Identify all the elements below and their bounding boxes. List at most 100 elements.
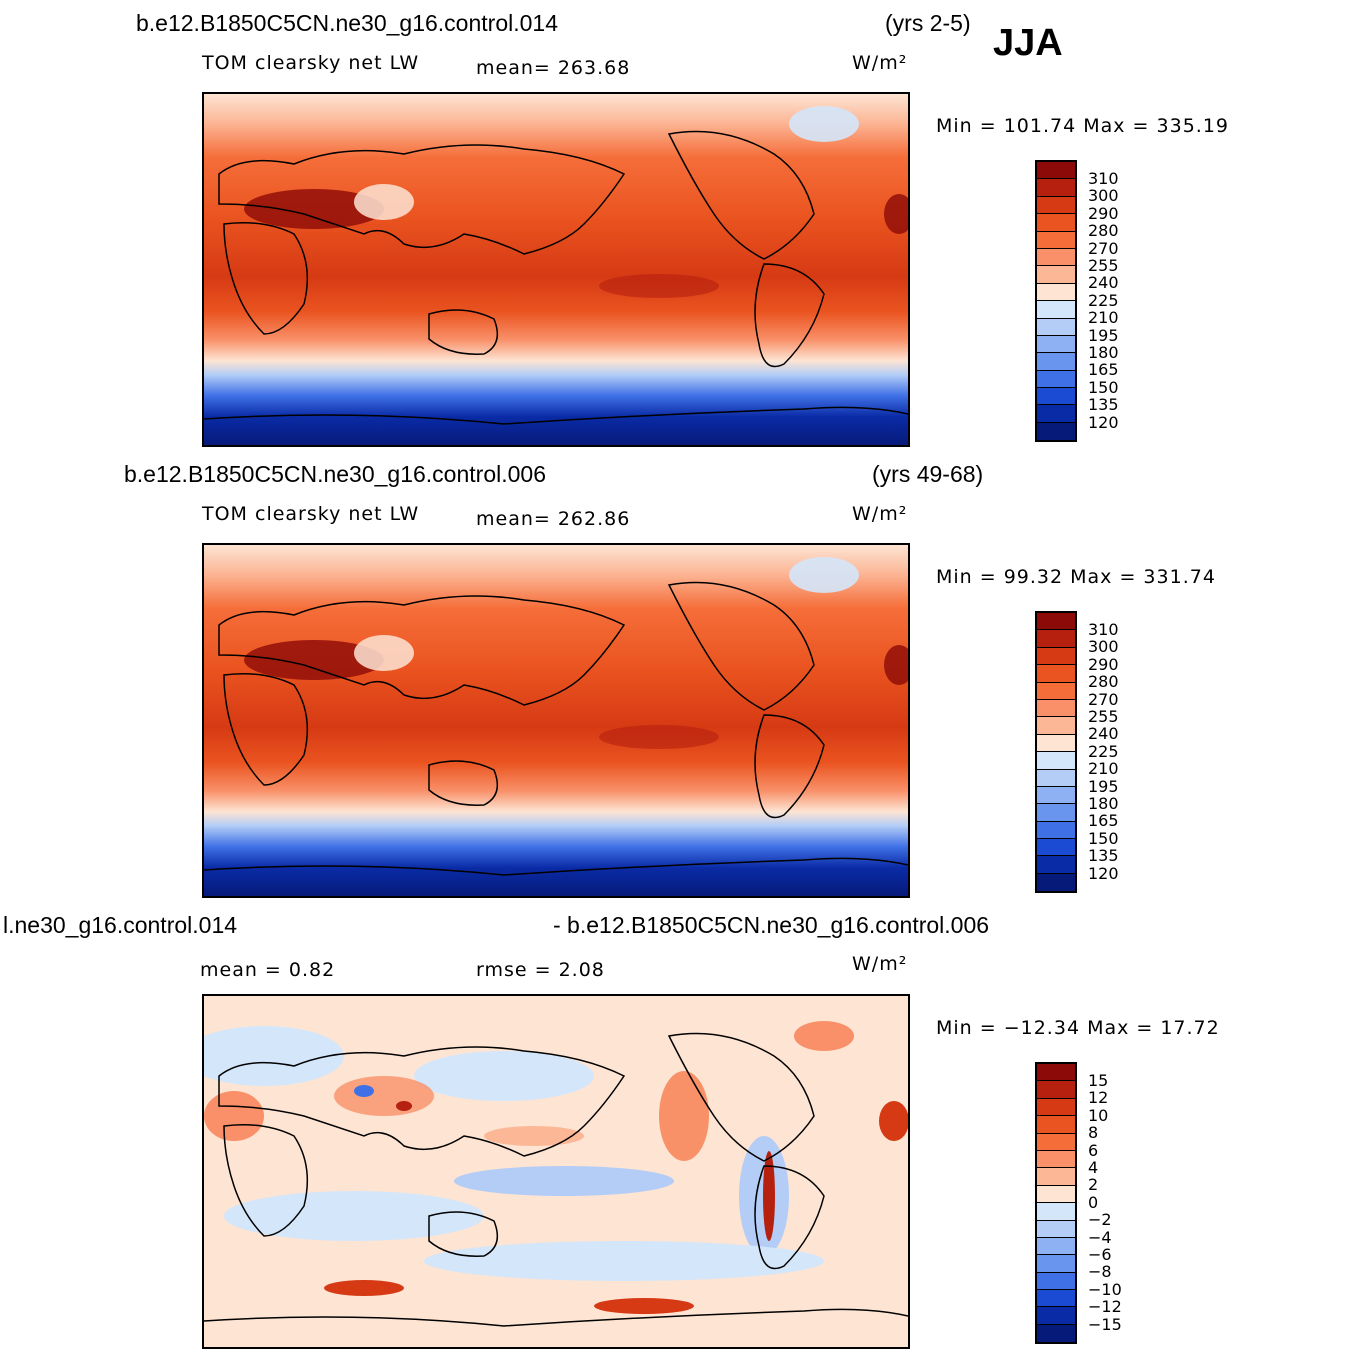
colorbar-label: 180: [1088, 794, 1119, 813]
colorbar-swatch: [1037, 1133, 1075, 1151]
panel-diff-minmax: Min = −12.34 Max = 17.72: [936, 1017, 1220, 1039]
panel-diff-mean: mean = 0.82: [200, 959, 336, 981]
colorbar-swatch: [1037, 717, 1075, 735]
colorbar-swatch: [1037, 196, 1075, 215]
colorbar-label: 300: [1088, 637, 1119, 657]
colorbar-label: 290: [1088, 654, 1119, 674]
colorbar-label: 270: [1088, 238, 1119, 258]
colorbar-swatch: [1037, 804, 1075, 822]
colorbar-label: 15: [1088, 1071, 1109, 1090]
colorbar-label: 8: [1088, 1123, 1099, 1143]
panel-top-units: W/m²: [852, 52, 908, 74]
colorbar-swatch: [1037, 301, 1075, 319]
colorbar-label: −4: [1088, 1227, 1112, 1247]
colorbar-swatch: [1037, 1203, 1075, 1221]
panel-diff-units: W/m²: [852, 953, 908, 975]
colorbar-label: 4: [1088, 1158, 1099, 1177]
colorbar-label: 2: [1088, 1175, 1099, 1195]
colorbar-swatch: [1037, 266, 1075, 284]
colorbar-swatch: [1037, 335, 1075, 354]
colorbar-label: 290: [1088, 203, 1119, 223]
colorbar-label: 310: [1088, 169, 1119, 188]
colorbar-label: 225: [1088, 741, 1119, 761]
colorbar-swatch: [1037, 388, 1075, 406]
colorbar-swatch: [1037, 682, 1075, 700]
colorbar-label: 310: [1088, 620, 1119, 639]
colorbar-swatch: [1037, 786, 1075, 805]
panel-diff-rmse: rmse = 2.08: [476, 959, 605, 981]
colorbar-swatch: [1037, 1116, 1075, 1134]
colorbar-swatch: [1037, 1272, 1075, 1291]
panel-middle-map: [202, 543, 910, 898]
panel-top-field-label: TOM clearsky net LW: [202, 52, 420, 74]
panel-middle-field-label: TOM clearsky net LW: [202, 503, 420, 525]
colorbar-swatch: [1037, 283, 1075, 302]
colorbar-label: 12: [1088, 1088, 1109, 1108]
colorbar-label: 270: [1088, 689, 1119, 709]
colorbar-swatch: [1037, 769, 1075, 787]
panel-diff-map-field: [204, 996, 908, 1347]
panel-middle-units: W/m²: [852, 503, 908, 525]
colorbar-swatch: [1037, 1064, 1075, 1082]
panel-top-case-title: b.e12.B1850C5CN.ne30_g16.control.014: [136, 10, 558, 36]
colorbar-swatch: [1037, 1324, 1075, 1343]
colorbar-swatch: [1037, 1290, 1075, 1308]
colorbar-label: 195: [1088, 776, 1119, 796]
colorbar-swatch: [1037, 179, 1075, 197]
colorbar-label: 255: [1088, 707, 1119, 726]
colorbar-swatch: [1037, 1237, 1075, 1256]
colorbar-label: 240: [1088, 273, 1119, 293]
panel-diff-case-title-right: - b.e12.B1850C5CN.ne30_g16.control.006: [553, 912, 990, 938]
colorbar-swatch: [1037, 1081, 1075, 1099]
colorbar-label: −10: [1088, 1279, 1122, 1299]
panel-middle-map-field: [204, 545, 908, 896]
colorbar-swatch: [1037, 1255, 1075, 1273]
colorbar-swatch: [1037, 1307, 1075, 1325]
colorbar-label: 150: [1088, 377, 1119, 397]
panel-diff-colorbar: [1035, 1062, 1077, 1345]
colorbar-swatch: [1037, 370, 1075, 389]
panel-top-colorbar: [1035, 160, 1077, 443]
panel-diff-map: [202, 994, 910, 1349]
colorbar-label: 135: [1088, 395, 1119, 415]
panel-top-minmax: Min = 101.74 Max = 335.19: [936, 115, 1229, 137]
colorbar-swatch: [1037, 248, 1075, 267]
panel-top-map: [202, 92, 910, 447]
panel-diff-case-title-left: l.ne30_g16.control.014: [3, 912, 238, 938]
colorbar-label: −8: [1088, 1262, 1112, 1282]
panel-middle-colorbar: [1035, 611, 1077, 894]
colorbar-label: 120: [1088, 412, 1119, 432]
colorbar-swatch: [1037, 162, 1075, 180]
colorbar-label: 0: [1088, 1192, 1099, 1212]
panel-middle-minmax: Min = 99.32 Max = 331.74: [936, 566, 1216, 588]
panel-middle-mean: mean= 262.86: [476, 508, 631, 530]
colorbar-label: 225: [1088, 290, 1119, 310]
colorbar-swatch: [1037, 318, 1075, 336]
colorbar-swatch: [1037, 752, 1075, 770]
colorbar-label: 165: [1088, 811, 1119, 831]
colorbar-label: 255: [1088, 256, 1119, 275]
colorbar-swatch: [1037, 647, 1075, 666]
colorbar-label: 280: [1088, 221, 1119, 241]
colorbar-swatch: [1037, 734, 1075, 753]
colorbar-label: 180: [1088, 343, 1119, 362]
colorbar-label: 165: [1088, 360, 1119, 380]
colorbar-label: 240: [1088, 724, 1119, 744]
colorbar-swatch: [1037, 665, 1075, 683]
colorbar-label: −2: [1088, 1210, 1112, 1230]
colorbar-label: −6: [1088, 1245, 1112, 1264]
colorbar-swatch: [1037, 1220, 1075, 1238]
colorbar-swatch: [1037, 231, 1075, 249]
colorbar-swatch: [1037, 1185, 1075, 1204]
colorbar-label: 280: [1088, 672, 1119, 692]
colorbar-swatch: [1037, 613, 1075, 631]
colorbar-swatch: [1037, 214, 1075, 232]
colorbar-swatch: [1037, 422, 1075, 441]
colorbar-label: 210: [1088, 308, 1119, 328]
colorbar-label: 120: [1088, 863, 1119, 883]
colorbar-swatch: [1037, 839, 1075, 857]
colorbar-swatch: [1037, 1150, 1075, 1169]
season-label: JJA: [993, 22, 1063, 64]
colorbar-swatch: [1037, 856, 1075, 874]
colorbar-label: 10: [1088, 1105, 1109, 1125]
